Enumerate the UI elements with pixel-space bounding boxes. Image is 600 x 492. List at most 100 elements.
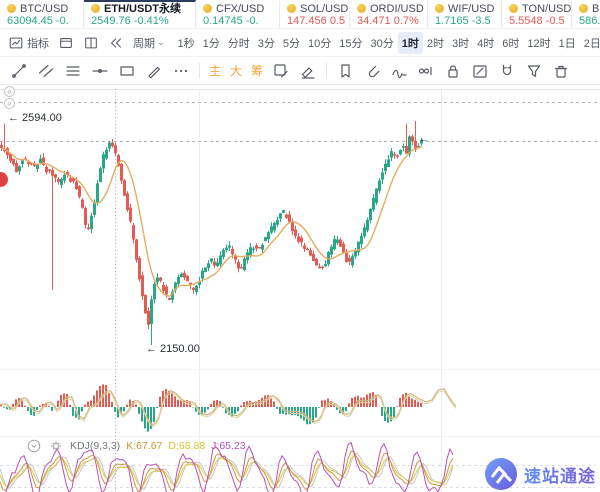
text-tool-大[interactable]: 大 (230, 63, 243, 78)
tab-symbol: BNB (579, 3, 600, 15)
restore-pane-button-2[interactable]: » (4, 98, 15, 109)
timeframe-2时[interactable]: 2时 (426, 37, 445, 50)
side-notification-badge[interactable] (0, 172, 8, 187)
timeframe-1分[interactable]: 1分 (202, 37, 220, 50)
period-label: 周期 (133, 37, 155, 50)
symbol-tabs: BTC/USD 63094.45 -0. ETH/USDT永续 2549.76 -… (0, 0, 600, 29)
indicators-icon (8, 35, 24, 51)
coin-icon (203, 4, 212, 13)
kdj-collapse-icon[interactable] (26, 438, 42, 454)
layout-icon (83, 35, 99, 51)
timeframe-6时[interactable]: 6时 (502, 37, 520, 50)
watermark-text: 速站通途 (524, 462, 596, 487)
kdj-title: KDJ(9,3,3) (70, 440, 121, 452)
tab-price-value: 34.471 0.7% (357, 14, 419, 27)
rows-icon[interactable] (64, 62, 82, 80)
timeframe-3时[interactable]: 3时 (452, 37, 470, 50)
text-tool-主[interactable]: 主 (209, 63, 222, 78)
tab-price-value: 63094.45 -0. (7, 14, 69, 27)
pin-icon[interactable] (363, 62, 381, 80)
filter-icon[interactable] (525, 62, 543, 80)
watermark: 速站通途 (484, 457, 596, 491)
coin-icon (509, 4, 518, 13)
collapse-left-button[interactable] (108, 35, 124, 51)
kdj-k-value: K:67.67 (126, 440, 163, 452)
symbol-tab-ORDI/USD[interactable]: ORDI/USD 34.471 0.7% (350, 0, 428, 28)
symbol-tab-CFX/USD[interactable]: CFX/USD 0.14745 -0. (196, 0, 280, 28)
tab-price-value: 2549.76 -0.41% (91, 14, 169, 27)
measure-icon[interactable] (417, 62, 435, 80)
template-button[interactable] (58, 35, 74, 51)
symbol-tab-ETH/USDT永续[interactable]: ETH/USDT永续 2549.76 -0.41% (84, 0, 196, 28)
tab-symbol: CFX/USD (203, 3, 272, 15)
timeframe-2日[interactable]: 2日 (583, 37, 600, 50)
symbol-tab-BNB[interactable]: BNB 586.37 (572, 0, 600, 28)
restore-pane-button-1[interactable]: » (4, 86, 15, 97)
timeframe-1日[interactable]: 1日 (558, 37, 576, 50)
coin-icon (579, 4, 588, 13)
kdj-settings-icon[interactable] (48, 438, 64, 454)
symbol-tab-SOL/USD[interactable]: SOL/USD 147.456 0.5 (280, 0, 350, 28)
tab-price-value: 0.14745 -0. (203, 14, 259, 27)
text-tool-筹[interactable]: 筹 (251, 63, 264, 78)
toolbar-divider (326, 63, 328, 78)
coin-icon (287, 4, 296, 13)
tab-symbol: TON/USD (509, 3, 571, 15)
tab-symbol: ORDI/USD (357, 3, 424, 15)
watermark-logo-icon (485, 458, 517, 490)
low-price-label: ← 2150.00 (146, 343, 200, 355)
high-price-label: ← 2594.00 (8, 112, 62, 124)
timeframe-5分[interactable]: 5分 (282, 37, 301, 50)
timeframe-3分[interactable]: 3分 (257, 37, 275, 50)
tab-symbol: SOL/USD (287, 3, 348, 15)
timeframe-30分[interactable]: 30分 (370, 37, 394, 50)
timeframe-1秒[interactable]: 1秒 (177, 37, 195, 50)
period-dropdown[interactable]: 周期 ⌄ (133, 35, 165, 51)
bookmark-icon[interactable] (336, 62, 354, 80)
tab-symbol: WIF/USD (435, 3, 494, 15)
chevron-down-icon: ⌄ (157, 37, 165, 47)
coin-icon (357, 4, 366, 13)
symbol-tab-BTC/USD[interactable]: BTC/USD 63094.45 -0. (0, 0, 84, 28)
magnet-icon[interactable] (498, 62, 516, 80)
parallel-channel-icon[interactable] (37, 62, 55, 80)
symbol-tab-WIF/USD[interactable]: WIF/USD 1.7165 -3.5 (428, 0, 502, 28)
signature-icon[interactable] (390, 62, 408, 80)
tab-price-value: 5.5548 -0.5 (509, 14, 565, 27)
kdj-j-value: J:65.23 (211, 440, 246, 452)
timeframe-list: 1秒1分分时3分5分10分15分30分1时2时3时4时6时12时1日2日3日 (174, 31, 600, 54)
horizontal-line-icon[interactable] (91, 62, 109, 80)
template-icon (58, 35, 74, 51)
more-icon[interactable] (172, 62, 190, 80)
timeframe-15分[interactable]: 15分 (339, 37, 363, 50)
drawing-toolbar: 主大筹 (0, 57, 600, 85)
kdj-d-value: D:68.88 (168, 440, 206, 452)
toolbar-divider (199, 63, 200, 78)
indicators-button[interactable]: 指标 (8, 35, 49, 51)
note-icon[interactable] (471, 62, 489, 80)
layout-button[interactable] (83, 35, 99, 51)
last-candle-arrow: ← (419, 134, 429, 145)
trend-line-icon[interactable] (10, 62, 28, 80)
chart-area: » » ← 2594.00 ← 2150.00 ← KDJ(9,3,3) K:6… (0, 85, 600, 492)
rectangle-icon[interactable] (118, 62, 136, 80)
tab-symbol: BTC/USD (7, 3, 76, 15)
coin-icon (7, 4, 16, 13)
lock-icon[interactable] (444, 62, 462, 80)
timeframe-1时[interactable]: 1时 (397, 31, 423, 54)
eraser-icon[interactable] (299, 62, 317, 80)
template-edit-icon[interactable] (272, 62, 290, 80)
symbol-tab-TON/USD[interactable]: TON/USD 5.5548 -0.5 (502, 0, 572, 28)
timeframe-4时[interactable]: 4时 (477, 37, 495, 50)
tab-symbol: ETH/USDT永续 (91, 3, 188, 15)
timeframe-12时[interactable]: 12时 (527, 37, 551, 50)
timeframe-10分[interactable]: 10分 (308, 37, 332, 50)
pencil-icon[interactable] (145, 62, 163, 80)
trash-icon[interactable] (552, 62, 570, 80)
timeframe-toolbar: 指标 周期 ⌄ 1秒 1分 分时 3分 5分 10分 15分 30分 1时 2时 3时 4时 6时 12时… (0, 29, 600, 57)
indicators-label: 指标 (27, 37, 49, 50)
candlestick-chart-canvas[interactable] (0, 85, 600, 492)
timeframe-分时[interactable]: 分时 (227, 37, 250, 50)
kdj-indicator-row: KDJ(9,3,3) K:67.67 D:68.88 J:65.23 (26, 438, 246, 454)
